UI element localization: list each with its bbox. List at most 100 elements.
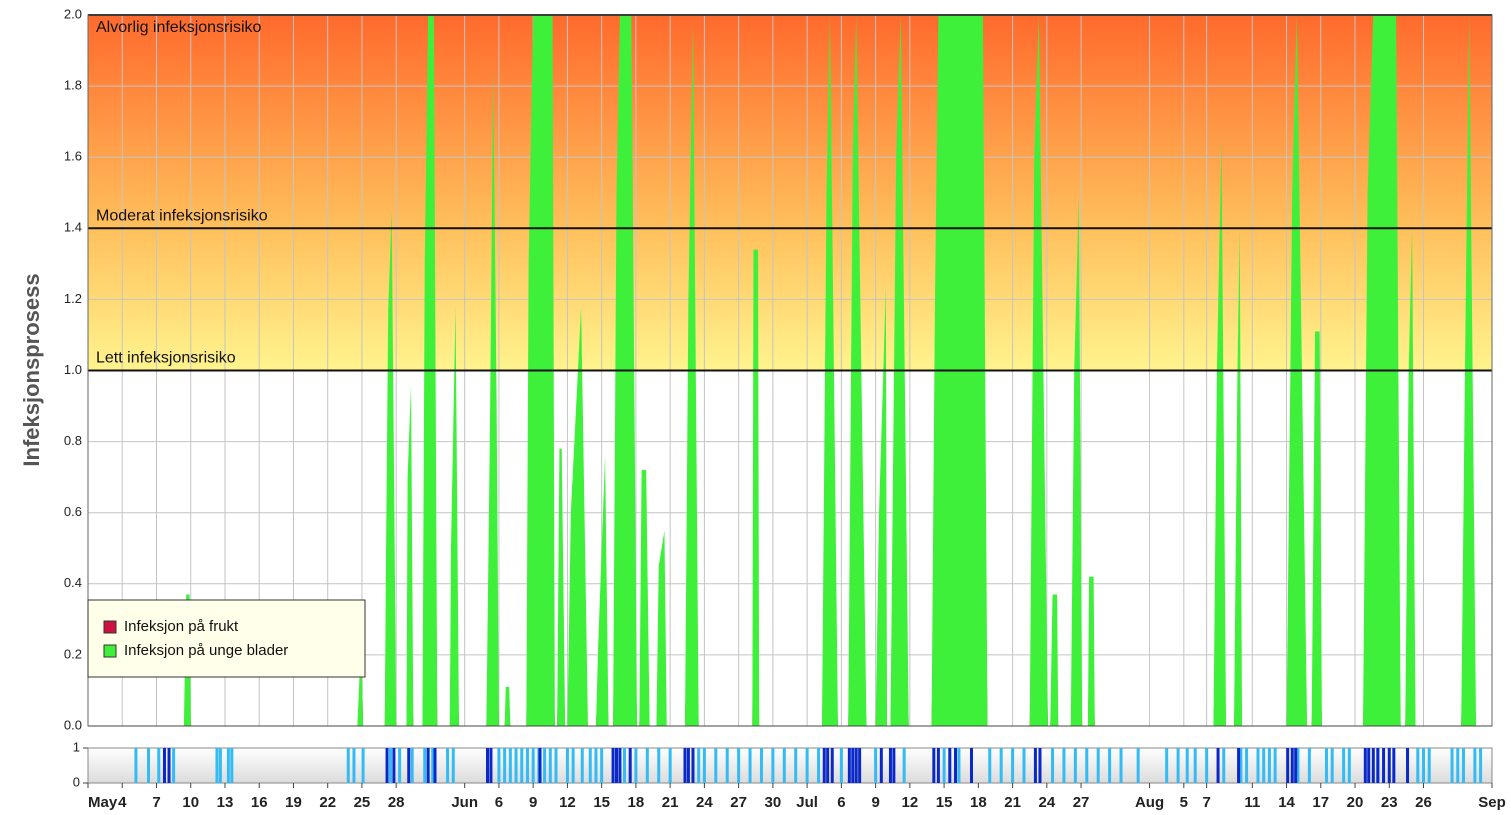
wetness-bar	[737, 748, 741, 783]
wetness-bar	[932, 748, 936, 783]
x-tick-label: 9	[529, 794, 537, 811]
wetness-bar	[1456, 748, 1460, 783]
wetness-bar	[489, 748, 493, 783]
wetness-bar	[385, 748, 389, 783]
wetness-bar	[999, 748, 1003, 783]
wetness-bar	[388, 748, 392, 783]
y-axis-label: Infeksjonsprosess	[19, 273, 44, 466]
x-tick-label: 10	[182, 794, 199, 811]
wetness-bar	[423, 748, 427, 783]
x-tick-label: 26	[1415, 794, 1432, 811]
wetness-bar	[702, 748, 706, 783]
y-tick-label: 1.0	[64, 362, 82, 377]
wetness-bar	[588, 748, 592, 783]
legend-label: Infeksjon på frukt	[124, 618, 239, 635]
x-tick-label: 24	[696, 794, 713, 811]
x-tick-label: 24	[1038, 794, 1055, 811]
wetness-bar	[520, 748, 524, 783]
y-tick-label: 1.6	[64, 149, 82, 164]
wetness-bar	[1185, 748, 1189, 783]
wetness-bar	[748, 748, 752, 783]
wetness-bar	[1136, 748, 1140, 783]
wetness-bar	[600, 748, 604, 783]
wetness-bar	[954, 748, 958, 783]
wetness-bar	[554, 748, 558, 783]
wetness-bar	[548, 748, 552, 783]
x-tick-label: 21	[1004, 794, 1021, 811]
wetness-bar	[1406, 748, 1410, 783]
wetness-bar	[957, 748, 961, 783]
wetness-bar	[486, 748, 490, 783]
wetness-bar	[805, 748, 809, 783]
wetness-bar	[771, 748, 775, 783]
wetness-bar	[839, 748, 843, 783]
wetness-bar	[1022, 748, 1026, 783]
wetness-bar	[1422, 748, 1426, 783]
wetness-bar	[622, 748, 626, 783]
wetness-bar	[1387, 748, 1391, 783]
risk-label: Alvorlig infeksjonsrisiko	[96, 19, 261, 36]
x-tick-label: 15	[593, 794, 610, 811]
wetness-bar	[683, 748, 687, 783]
wetness-bar	[1096, 748, 1100, 783]
wetness-bar	[1330, 748, 1334, 783]
y-tick-label: 0.6	[64, 504, 82, 519]
wetness-bar	[1119, 748, 1123, 783]
wetness-bar	[628, 748, 632, 783]
wetness-bar	[1392, 748, 1396, 783]
wetness-bar	[531, 748, 535, 783]
x-tick-label: 13	[217, 794, 234, 811]
wetness-bar	[1222, 748, 1226, 783]
wetness-bar	[508, 748, 512, 783]
wetness-bar	[514, 748, 518, 783]
wetness-bar	[759, 748, 763, 783]
wetness-bar	[1376, 748, 1380, 783]
x-tick-label: 20	[1347, 794, 1364, 811]
x-tick-label: 11	[1244, 794, 1260, 811]
wetness-bar	[497, 748, 501, 783]
y-tick-label: 1	[73, 739, 80, 754]
wetness-bar	[1307, 748, 1311, 783]
wetness-bar	[1011, 748, 1015, 783]
wetness-bar	[218, 748, 222, 783]
wetness-bar	[1416, 748, 1420, 783]
wetness-bar	[1205, 748, 1209, 783]
wetness-bar	[1062, 748, 1066, 783]
wetness-bar	[936, 748, 940, 783]
wetness-bar	[1108, 748, 1112, 783]
strip-background	[87, 747, 1493, 784]
x-tick-label: 15	[936, 794, 953, 811]
x-tick-label: 16	[251, 794, 268, 811]
wetness-bar	[1473, 748, 1477, 783]
wetness-bar	[1256, 748, 1260, 783]
wetness-bar	[697, 748, 701, 783]
wetness-bar	[822, 748, 826, 783]
x-tick-label: 28	[388, 794, 405, 811]
wetness-bar	[634, 748, 638, 783]
wetness-bar	[407, 748, 411, 783]
wetness-bar	[1367, 748, 1371, 783]
y-tick-label: 1.2	[64, 291, 82, 306]
wetness-bar	[525, 748, 529, 783]
y-tick-label: 0.2	[64, 646, 82, 661]
risk-label: Lett infeksjonsrisiko	[96, 350, 236, 367]
x-tick-label: 5	[1180, 794, 1188, 811]
wetness-bar	[817, 748, 821, 783]
wetness-bar	[398, 748, 402, 783]
legend: Infeksjon på frukt Infeksjon på unge blad…	[87, 599, 366, 678]
y-tick-label: 0.8	[64, 433, 82, 448]
wetness-bar	[902, 748, 906, 783]
wetness-bar	[565, 748, 569, 783]
x-tick-label: 30	[765, 794, 782, 811]
wetness-bar	[782, 748, 786, 783]
x-tick-label: Aug	[1135, 794, 1164, 811]
wetness-bar	[1342, 748, 1346, 783]
wetness-bar	[1038, 748, 1042, 783]
y-tick-label: 0.4	[64, 575, 82, 590]
wetness-bar	[1267, 748, 1271, 783]
wetness-bar	[426, 748, 430, 783]
x-tick-label: Jun	[451, 794, 478, 811]
x-tick-label: 27	[1073, 794, 1090, 811]
x-tick-label: Sep	[1478, 794, 1506, 811]
